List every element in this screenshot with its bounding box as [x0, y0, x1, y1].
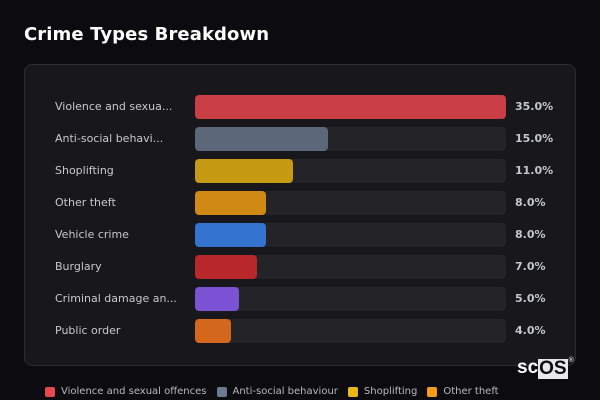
- legend-item[interactable]: Violence and sexual offences: [45, 386, 207, 397]
- bar-track: [195, 255, 506, 279]
- legend-item[interactable]: Other theft: [427, 386, 499, 397]
- chart-title: Crime Types Breakdown: [24, 24, 270, 45]
- bar-row[interactable]: Shoplifting 11.0%: [25, 159, 575, 183]
- bar-label: Burglary: [55, 260, 102, 273]
- chart-card: Violence and sexua... 35.0% Anti-social be…: [24, 64, 576, 366]
- bar-fill[interactable]: [195, 255, 258, 279]
- bar-value: 7.0%: [515, 260, 546, 273]
- bar-row[interactable]: Violence and sexua... 35.0%: [25, 95, 575, 119]
- bar-value: 5.0%: [515, 292, 546, 305]
- bar-fill[interactable]: [195, 191, 267, 215]
- bar-row[interactable]: Public order 4.0%: [25, 319, 575, 343]
- bar-track: [195, 95, 506, 119]
- bar-row[interactable]: Criminal damage an... 5.0%: [25, 287, 575, 311]
- bar-row[interactable]: Other theft 8.0%: [25, 191, 575, 215]
- bar-row[interactable]: Burglary 7.0%: [25, 255, 575, 279]
- bar-value: 4.0%: [515, 324, 546, 337]
- legend-swatch-icon: [427, 386, 438, 397]
- legend-item[interactable]: Shoplifting: [347, 386, 418, 397]
- watermark-boxed-text: OS: [538, 358, 568, 379]
- bar-label: Violence and sexua...: [55, 100, 173, 113]
- bar-row[interactable]: Anti-social behavi... 15.0%: [25, 127, 575, 151]
- bar-fill[interactable]: [195, 287, 240, 311]
- legend-label: Shoplifting: [363, 386, 418, 397]
- bar-fill[interactable]: [195, 127, 329, 151]
- bar-value: 15.0%: [515, 132, 554, 145]
- bar-fill[interactable]: [195, 319, 231, 343]
- bar-label: Criminal damage an...: [55, 292, 177, 305]
- bar-value: 11.0%: [515, 164, 554, 177]
- bar-label: Public order: [55, 324, 121, 337]
- bar-label: Other theft: [55, 196, 116, 209]
- watermark-text: sc: [517, 357, 539, 378]
- bar-track: [195, 159, 506, 183]
- bar-label: Shoplifting: [55, 164, 114, 177]
- bar-value: 35.0%: [515, 100, 554, 113]
- legend: Violence and sexual offences Anti-social …: [45, 386, 499, 397]
- bar-track: [195, 319, 506, 343]
- legend-label: Other theft: [443, 386, 499, 397]
- legend-label: Violence and sexual offences: [61, 386, 207, 397]
- bar-label: Anti-social behavi...: [55, 132, 164, 145]
- bar-value: 8.0%: [515, 196, 546, 209]
- bar-label: Vehicle crime: [55, 228, 129, 241]
- bar-fill[interactable]: [195, 159, 293, 183]
- bar-track: [195, 287, 506, 311]
- bar-fill[interactable]: [195, 223, 267, 247]
- legend-label: Anti-social behaviour: [232, 386, 338, 397]
- legend-swatch-icon: [347, 386, 358, 397]
- bar-track: [195, 191, 506, 215]
- legend-swatch-icon: [216, 386, 227, 397]
- watermark-logo: sc OS ®: [517, 357, 574, 379]
- bar-track: [195, 223, 506, 247]
- legend-item[interactable]: Anti-social behaviour: [216, 386, 338, 397]
- bar-row[interactable]: Vehicle crime 8.0%: [25, 223, 575, 247]
- registered-icon: ®: [568, 357, 574, 364]
- bar-value: 8.0%: [515, 228, 546, 241]
- legend-swatch-icon: [45, 386, 55, 397]
- bar-fill[interactable]: [195, 95, 506, 119]
- bar-track: [195, 127, 506, 151]
